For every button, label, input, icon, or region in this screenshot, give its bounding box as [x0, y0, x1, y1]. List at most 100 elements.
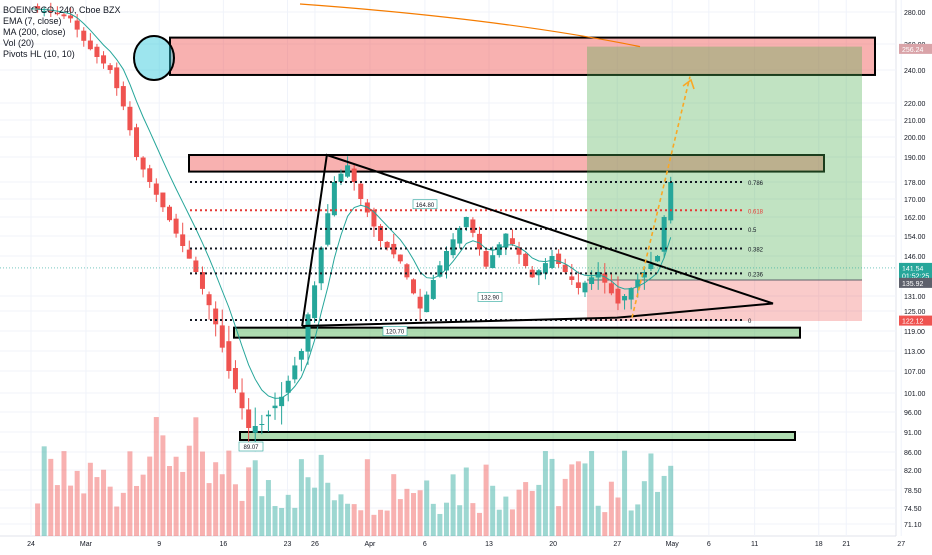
candle-body	[226, 341, 232, 371]
y-tick-label: 107.00	[904, 369, 926, 376]
x-tick-label: 11	[751, 541, 758, 548]
candle-body	[107, 65, 113, 70]
y-tick-label: 71.10	[904, 522, 922, 529]
candle-body	[661, 217, 667, 252]
volume-bar	[549, 458, 555, 536]
chart-legend: BOEING CO, 240, Cboe BZX EMA (7, close) …	[3, 5, 121, 60]
pivot-label-box	[477, 292, 503, 302]
candle-body	[312, 285, 318, 319]
candle-body	[68, 15, 74, 19]
candle-body	[199, 272, 205, 289]
candle-body	[450, 239, 456, 256]
x-tick-label: 6	[423, 541, 427, 548]
candle-body	[35, 6, 41, 10]
x-tick-label: 20	[549, 541, 557, 548]
volume-bar	[661, 475, 667, 536]
candle-body	[589, 277, 595, 284]
candle-body	[232, 368, 238, 390]
volume-bar	[114, 506, 120, 536]
volume-bar	[338, 494, 344, 536]
candle-body	[54, 12, 60, 15]
volume-bar	[655, 491, 661, 536]
y-tick-label: 91.00	[904, 430, 922, 437]
candle-body	[608, 283, 614, 294]
candle-body	[279, 396, 285, 407]
x-tick-label: 27	[897, 541, 905, 548]
candle-body	[622, 296, 628, 301]
pivot-label: 89.07	[243, 445, 259, 451]
candle-body	[668, 182, 674, 221]
pivot-label-box	[412, 199, 438, 210]
indicator-ma200[interactable]: MA (200, close)	[3, 27, 66, 37]
candle-body	[134, 127, 140, 157]
candle-body	[641, 272, 647, 278]
candle-body	[529, 269, 535, 278]
candle-body	[41, 10, 47, 13]
price-badge	[899, 43, 932, 54]
candle-body	[219, 325, 225, 348]
candle-body	[160, 192, 166, 208]
volume-bar	[173, 456, 179, 536]
candle-body	[476, 233, 482, 250]
volume-bar	[371, 514, 377, 536]
volume-bar	[81, 493, 87, 536]
volume-bar	[556, 506, 562, 536]
candle-body	[193, 260, 199, 272]
volume-bar	[186, 445, 192, 536]
candle-body	[94, 46, 100, 57]
fib-level-label: 0.236	[748, 272, 764, 278]
volume-bar	[54, 485, 60, 536]
volume-bar	[120, 492, 126, 536]
position-target-area	[587, 46, 862, 280]
volume-bar	[443, 502, 449, 536]
volume-bar	[127, 451, 133, 536]
candle-body	[120, 86, 126, 107]
price-badge-label: 122.12	[902, 319, 924, 326]
candle-layer	[35, 2, 674, 452]
ema-line	[30, 8, 672, 399]
candle-body	[371, 209, 377, 227]
candle-body	[331, 182, 337, 216]
indicator-ema[interactable]: EMA (7, close)	[3, 16, 62, 26]
candle-body	[180, 234, 186, 246]
labels-layer: 0.786 0.618 0.5 0.382 0.236 0 164.80 132.90 120.…	[238, 181, 764, 452]
candle-body	[384, 241, 390, 248]
indicator-pivots[interactable]: Pivots HL (10, 10)	[3, 49, 75, 59]
volume-bar	[503, 496, 509, 536]
fib-level-label: 0.5	[748, 228, 757, 234]
volume-bar	[61, 451, 67, 536]
candle-body	[87, 40, 93, 50]
volume-bar	[87, 462, 93, 536]
volume-bar	[345, 503, 351, 536]
volume-bar	[391, 474, 397, 536]
volume-bar	[622, 450, 628, 536]
candle-body	[140, 157, 146, 170]
candle-body	[298, 351, 304, 360]
triangle-pattern	[301, 153, 774, 327]
volume-bar	[206, 483, 212, 536]
y-tick-label: 113.00	[904, 349, 925, 356]
volume-bar	[635, 504, 641, 536]
volume-bar	[279, 507, 285, 536]
candle-body	[213, 308, 219, 325]
candle-body	[81, 30, 87, 41]
zones-layer	[169, 36, 876, 441]
projection-arrow	[631, 76, 691, 318]
indicator-volume[interactable]: Vol (20)	[3, 38, 35, 48]
candle-body	[378, 225, 384, 241]
position-stop-area	[587, 280, 862, 321]
volume-bar	[318, 454, 324, 536]
candle-body	[575, 282, 581, 288]
volume-bar	[147, 456, 153, 536]
candle-body	[246, 409, 252, 428]
volume-bar	[298, 459, 304, 536]
pivot-label: 120.70	[386, 330, 405, 336]
volume-bar	[166, 466, 172, 536]
pivot-label: 164.80	[416, 203, 435, 209]
candle-body	[542, 263, 548, 274]
volume-bar	[351, 504, 357, 536]
highlight-circle	[133, 35, 175, 81]
volume-bar	[74, 470, 80, 536]
